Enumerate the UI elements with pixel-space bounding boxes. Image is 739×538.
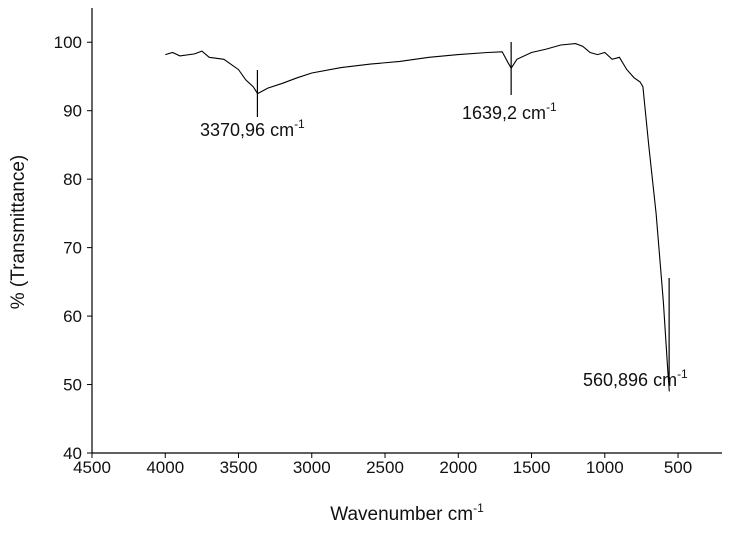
- peak-label: 3370,96 cm-1: [200, 117, 305, 140]
- y-tick-label: 90: [63, 102, 82, 121]
- peak-label-text: 560,896 cm: [583, 370, 677, 390]
- peak-label-sup: -1: [546, 100, 557, 114]
- x-axis-label: Wavenumber cm-1: [330, 501, 484, 525]
- x-tick-label: 1500: [513, 458, 551, 477]
- y-tick-label: 70: [63, 239, 82, 258]
- spectrum-line: [165, 43, 670, 392]
- x-tick-label: 2500: [366, 458, 404, 477]
- peak-label-sup: -1: [677, 367, 688, 381]
- y-tick-label: 60: [63, 307, 82, 326]
- y-tick-label: 40: [63, 444, 82, 463]
- peak-label-sup: -1: [294, 117, 305, 131]
- x-tick-label: 1000: [586, 458, 624, 477]
- x-tick-label: 4000: [146, 458, 184, 477]
- peak-label-text: 3370,96 cm: [200, 120, 294, 140]
- x-axis-label-text: Wavenumber cm: [330, 504, 473, 525]
- x-tick-label: 2000: [439, 458, 477, 477]
- x-tick-label: 3000: [293, 458, 331, 477]
- peak-label: 560,896 cm-1: [583, 367, 688, 390]
- y-tick-label: 80: [63, 170, 82, 189]
- y-tick-label: 50: [63, 376, 82, 395]
- peak-label: 1639,2 cm-1: [462, 100, 557, 123]
- y-axis-label: % (Transmittance): [8, 155, 29, 310]
- x-tick-label: 3500: [220, 458, 258, 477]
- x-axis-label-sup: -1: [473, 501, 484, 515]
- x-tick-label: 4500: [73, 458, 111, 477]
- y-tick-label: 100: [54, 33, 82, 52]
- peak-label-text: 1639,2 cm: [462, 103, 546, 123]
- x-tick-label: 500: [664, 458, 692, 477]
